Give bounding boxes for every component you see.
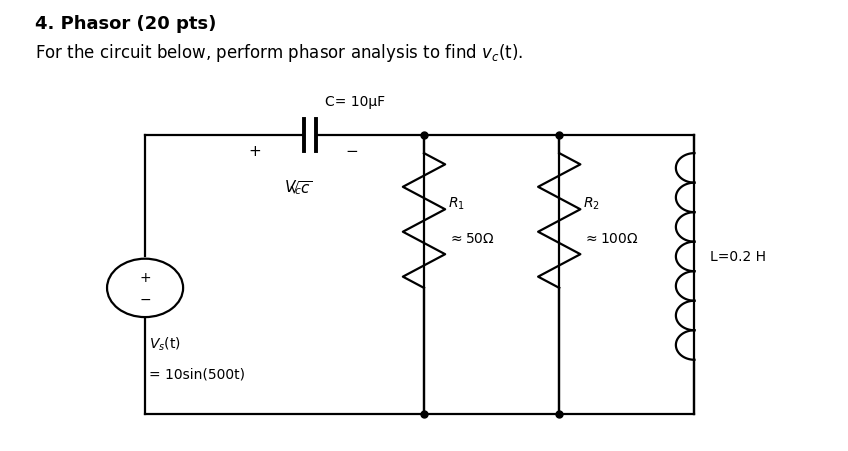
Text: −: − bbox=[139, 292, 151, 306]
Text: −: − bbox=[346, 144, 359, 159]
Text: $\mathit{V_s}$(t): $\mathit{V_s}$(t) bbox=[149, 335, 181, 353]
Text: C= 10μF: C= 10μF bbox=[325, 95, 385, 109]
Text: +: + bbox=[139, 270, 151, 284]
Text: $R_2$: $R_2$ bbox=[583, 195, 600, 211]
Text: $V_c$: $V_c$ bbox=[284, 178, 302, 197]
Text: For the circuit below, perform phasor analysis to find $v_c$(t).: For the circuit below, perform phasor an… bbox=[36, 42, 523, 64]
Text: = 10sin(500t): = 10sin(500t) bbox=[149, 367, 245, 381]
Text: L=0.2 H: L=0.2 H bbox=[710, 250, 766, 264]
Text: 4. Phasor (20 pts): 4. Phasor (20 pts) bbox=[36, 15, 216, 33]
Text: $\approx$100$\Omega$: $\approx$100$\Omega$ bbox=[583, 232, 639, 246]
Text: +: + bbox=[248, 144, 261, 159]
Text: $\approx$50$\Omega$: $\approx$50$\Omega$ bbox=[448, 232, 494, 246]
Text: $R_1$: $R_1$ bbox=[448, 195, 465, 211]
Text: $\sqrt{c}$: $\sqrt{c}$ bbox=[289, 179, 314, 196]
